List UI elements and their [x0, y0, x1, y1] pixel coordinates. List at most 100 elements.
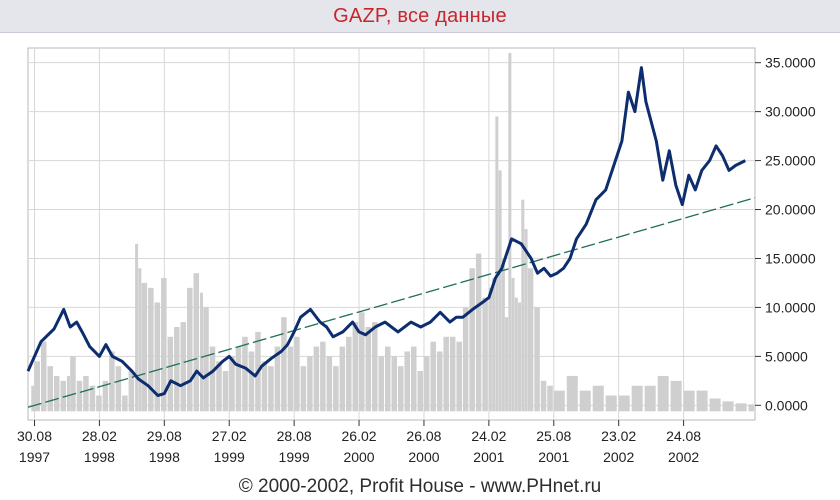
y-tick-label: 25.0000 — [765, 153, 816, 169]
volume-bar — [657, 375, 669, 412]
volume-bar — [404, 351, 410, 412]
volume-bar — [488, 287, 492, 412]
volume-bar — [605, 395, 617, 412]
price-line-group — [26, 66, 746, 397]
volume-bar — [229, 356, 235, 412]
volume-bar — [96, 395, 102, 412]
volume-bar — [378, 356, 385, 412]
volume-bar — [423, 356, 430, 412]
volume-bar — [527, 268, 534, 412]
volume-bar — [128, 371, 135, 412]
volume-bar — [222, 371, 229, 412]
volume-bar — [508, 52, 512, 412]
copyright-footer: © 2000-2002, Profit House - www.PHnet.ru — [0, 474, 840, 500]
volume-bar — [514, 297, 518, 412]
volume-bar — [135, 243, 139, 412]
chart-title: GAZP, все данные — [333, 4, 507, 27]
volume-bar — [141, 282, 148, 412]
volume-bar — [268, 366, 274, 412]
volume-bar — [346, 336, 352, 412]
volume-bar — [102, 380, 109, 412]
volume-bar — [592, 385, 604, 412]
volume-bar — [174, 327, 180, 412]
x-tick-label-year: 1997 — [19, 449, 50, 465]
volume-bar — [511, 278, 515, 412]
volume-bar — [683, 390, 695, 412]
x-tick-label-year: 2000 — [343, 449, 374, 465]
volume-bar — [644, 385, 656, 412]
price-line — [26, 66, 746, 397]
volume-bars — [31, 52, 755, 412]
chart-grid — [28, 48, 755, 420]
volume-bar — [154, 302, 161, 412]
y-axis-ticks: 35.0000 30.0000 25.0000 20.0000 15.0000 10.00… — [755, 55, 816, 413]
y-tick-label: 15.0000 — [765, 250, 816, 266]
x-tick-label-date: 25.08 — [536, 428, 571, 444]
volume-bar — [40, 341, 47, 412]
volume-bar — [287, 346, 294, 412]
volume-bar — [359, 312, 365, 412]
x-tick-label-date: 29.08 — [147, 428, 182, 444]
volume-bar — [89, 385, 96, 412]
volume-bar — [193, 273, 200, 412]
volume-bar — [579, 390, 591, 412]
volume-bar — [200, 292, 204, 412]
volume-bar — [436, 351, 443, 412]
volume-bar — [365, 327, 372, 412]
volume-bar — [521, 199, 525, 412]
x-tick-label-year: 1999 — [214, 449, 245, 465]
volume-bar — [66, 375, 70, 412]
volume-bar — [566, 375, 578, 412]
volume-bar — [618, 395, 630, 412]
x-tick-label-year: 2001 — [473, 449, 504, 465]
x-tick-label-date: 26.08 — [406, 428, 441, 444]
price-chart: 35.0000 30.0000 25.0000 20.0000 15.0000 10.00… — [17, 47, 816, 465]
x-tick-label-date: 28.02 — [82, 428, 117, 444]
volume-bar — [449, 336, 456, 412]
x-tick-label-date: 28.08 — [277, 428, 312, 444]
volume-bar — [495, 116, 499, 412]
volume-bar — [462, 307, 469, 412]
volume-bar — [333, 366, 339, 412]
volume-bar — [553, 390, 565, 412]
volume-bar — [294, 336, 300, 412]
x-tick-label-year: 1998 — [149, 449, 180, 465]
x-axis-ticks: 30.08 1997 28.02 1998 29.08 1998 27.02 1999 28.0… — [17, 420, 701, 465]
x-tick-label-date: 30.08 — [17, 428, 52, 444]
volume-bar — [456, 341, 462, 412]
volume-bar — [109, 351, 115, 412]
volume-bar — [469, 268, 475, 412]
volume-bar — [748, 404, 755, 412]
volume-bar — [216, 361, 222, 412]
y-tick-label: 30.0000 — [765, 104, 816, 120]
volume-bar — [722, 401, 734, 412]
volume-bar — [482, 297, 488, 412]
volume-bar — [31, 385, 35, 412]
x-tick-label-year: 2000 — [408, 449, 439, 465]
volume-bar — [417, 371, 423, 412]
volume-bar — [76, 380, 83, 412]
volume-bar — [187, 287, 193, 412]
volume-bar — [313, 346, 320, 412]
volume-bar — [180, 322, 187, 412]
volume-bar — [242, 336, 248, 412]
x-tick-label-year: 1999 — [279, 449, 310, 465]
volume-bar — [320, 341, 326, 412]
volume-bar — [631, 385, 643, 412]
volume-bar — [209, 346, 216, 412]
x-tick-label-year: 2002 — [668, 449, 699, 465]
volume-bar — [60, 380, 66, 412]
x-tick-label-date: 23.02 — [601, 428, 636, 444]
volume-bar — [524, 229, 528, 412]
x-tick-label-date: 26.02 — [342, 428, 377, 444]
y-tick-label: 35.0000 — [765, 55, 816, 71]
x-tick-label-year: 2001 — [538, 449, 569, 465]
volume-bar — [138, 268, 142, 412]
volume-bar — [122, 395, 128, 412]
y-tick-label: 0.0000 — [765, 397, 808, 413]
volume-bar — [235, 346, 242, 412]
volume-bar — [410, 346, 417, 412]
trend-line — [27, 197, 756, 408]
volume-bar — [498, 170, 502, 412]
x-tick-label-date: 24.02 — [471, 428, 506, 444]
